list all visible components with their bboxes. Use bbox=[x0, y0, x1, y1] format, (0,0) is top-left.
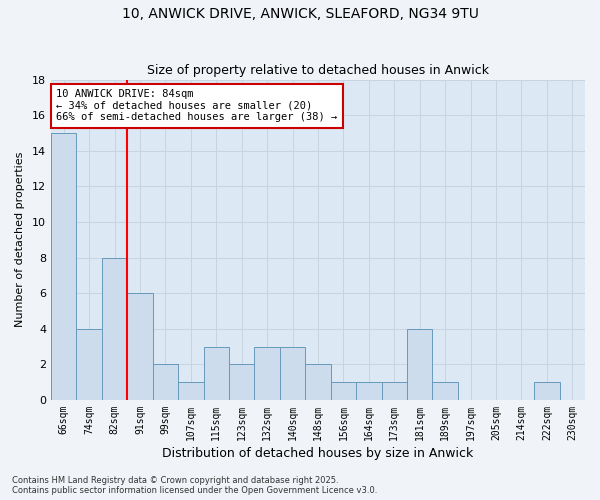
Bar bbox=[382, 382, 407, 400]
Bar bbox=[178, 382, 203, 400]
Bar bbox=[152, 364, 178, 400]
Bar bbox=[229, 364, 254, 400]
Text: 10, ANWICK DRIVE, ANWICK, SLEAFORD, NG34 9TU: 10, ANWICK DRIVE, ANWICK, SLEAFORD, NG34… bbox=[122, 8, 478, 22]
Bar bbox=[203, 346, 229, 400]
Bar bbox=[534, 382, 560, 400]
Bar bbox=[127, 293, 152, 400]
Bar bbox=[407, 328, 433, 400]
Bar bbox=[305, 364, 331, 400]
Bar bbox=[433, 382, 458, 400]
Bar bbox=[254, 346, 280, 400]
Text: Contains HM Land Registry data © Crown copyright and database right 2025.
Contai: Contains HM Land Registry data © Crown c… bbox=[12, 476, 377, 495]
Bar bbox=[76, 328, 102, 400]
Y-axis label: Number of detached properties: Number of detached properties bbox=[15, 152, 25, 328]
Bar bbox=[51, 133, 76, 400]
Bar bbox=[356, 382, 382, 400]
Bar bbox=[331, 382, 356, 400]
Text: 10 ANWICK DRIVE: 84sqm
← 34% of detached houses are smaller (20)
66% of semi-det: 10 ANWICK DRIVE: 84sqm ← 34% of detached… bbox=[56, 89, 338, 122]
X-axis label: Distribution of detached houses by size in Anwick: Distribution of detached houses by size … bbox=[163, 447, 473, 460]
Bar bbox=[280, 346, 305, 400]
Title: Size of property relative to detached houses in Anwick: Size of property relative to detached ho… bbox=[147, 64, 489, 77]
Bar bbox=[102, 258, 127, 400]
